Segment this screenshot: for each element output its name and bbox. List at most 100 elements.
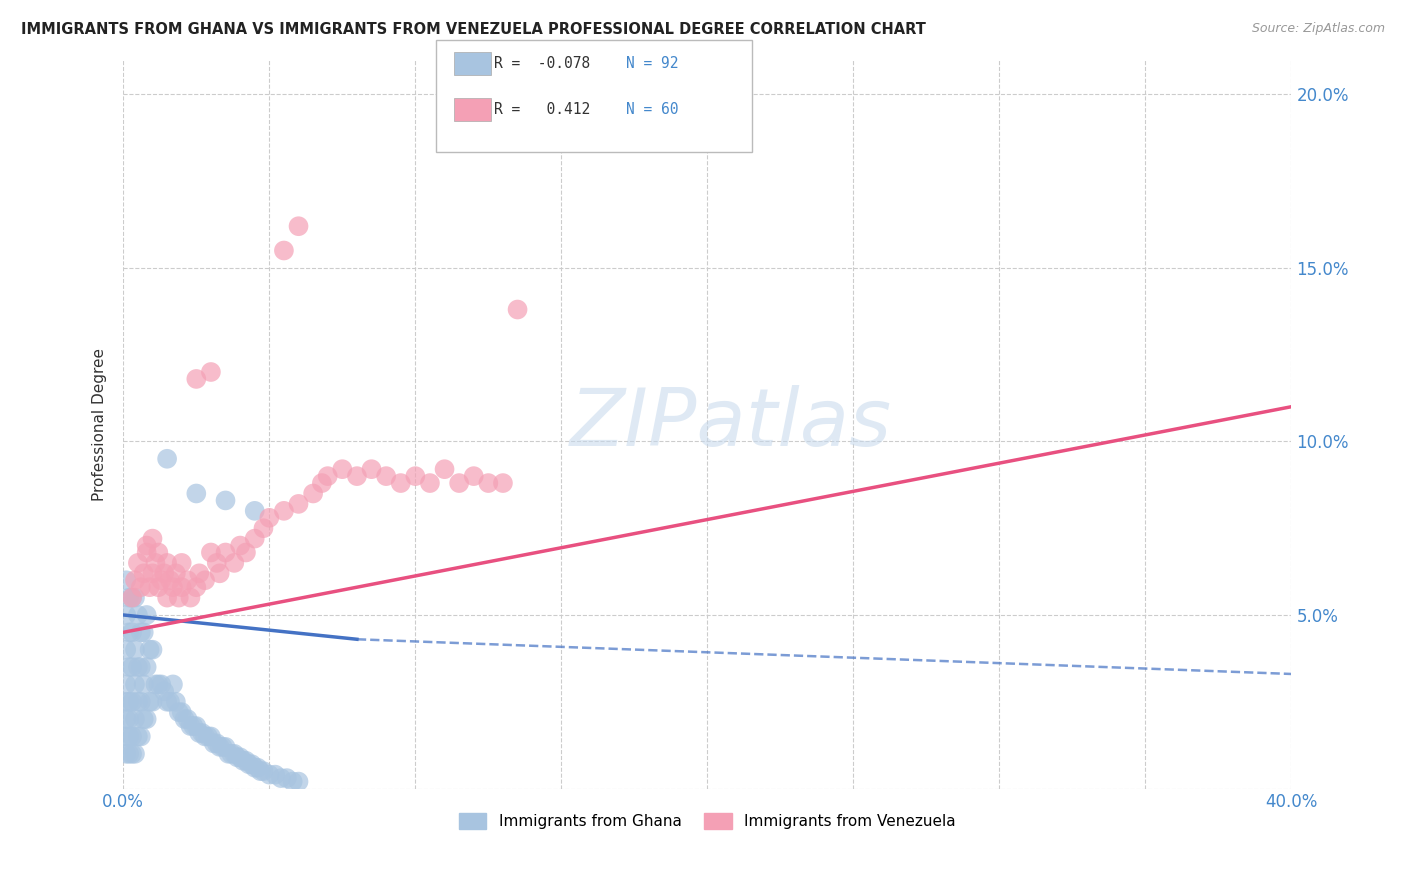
Point <box>141 532 163 546</box>
Point <box>273 504 295 518</box>
Point <box>259 510 281 524</box>
Point <box>235 545 257 559</box>
Point <box>121 625 143 640</box>
Point <box>121 591 143 605</box>
Point <box>200 545 222 559</box>
Point <box>506 302 529 317</box>
Point <box>150 574 173 588</box>
Point <box>150 677 173 691</box>
Point <box>121 730 143 744</box>
Point <box>118 625 141 640</box>
Point <box>229 539 252 553</box>
Point <box>316 469 339 483</box>
Point <box>127 607 149 622</box>
Point <box>287 774 309 789</box>
Point <box>252 521 274 535</box>
Point <box>287 219 309 234</box>
Point <box>186 719 208 733</box>
Point <box>194 730 217 744</box>
Point <box>202 736 225 750</box>
Point <box>124 747 146 761</box>
Point <box>153 566 176 581</box>
Point <box>153 684 176 698</box>
Point <box>287 497 309 511</box>
Point <box>162 677 184 691</box>
Point <box>477 476 499 491</box>
Point <box>433 462 456 476</box>
Point <box>129 625 152 640</box>
Point <box>197 730 219 744</box>
Point <box>132 625 155 640</box>
Text: R =   0.412: R = 0.412 <box>494 103 589 117</box>
Point <box>135 607 157 622</box>
Point <box>246 761 269 775</box>
Point <box>127 556 149 570</box>
Point <box>167 705 190 719</box>
Text: Source: ZipAtlas.com: Source: ZipAtlas.com <box>1251 22 1385 36</box>
Point <box>156 451 179 466</box>
Point <box>118 747 141 761</box>
Point <box>170 705 193 719</box>
Point <box>492 476 515 491</box>
Point <box>118 730 141 744</box>
Legend: Immigrants from Ghana, Immigrants from Venezuela: Immigrants from Ghana, Immigrants from V… <box>453 807 962 836</box>
Point <box>129 660 152 674</box>
Point <box>135 712 157 726</box>
Point <box>118 695 141 709</box>
Point <box>124 677 146 691</box>
Point <box>188 566 211 581</box>
Point <box>138 642 160 657</box>
Point <box>115 695 138 709</box>
Point <box>229 750 252 764</box>
Point <box>238 757 260 772</box>
Point <box>217 747 239 761</box>
Text: ZIPatlas: ZIPatlas <box>569 385 891 463</box>
Point <box>115 730 138 744</box>
Point <box>463 469 485 483</box>
Point <box>132 566 155 581</box>
Point <box>346 469 368 483</box>
Point <box>141 566 163 581</box>
Point <box>375 469 398 483</box>
Point <box>235 754 257 768</box>
Point <box>170 556 193 570</box>
Point <box>148 580 170 594</box>
Point <box>186 486 208 500</box>
Point <box>186 372 208 386</box>
Point <box>148 677 170 691</box>
Point <box>208 566 231 581</box>
Point <box>214 493 236 508</box>
Point <box>252 764 274 779</box>
Point <box>141 695 163 709</box>
Point <box>330 462 353 476</box>
Point <box>115 747 138 761</box>
Point <box>167 591 190 605</box>
Point <box>264 767 287 781</box>
Point <box>232 754 254 768</box>
Point <box>273 244 295 258</box>
Point <box>281 774 304 789</box>
Point <box>124 591 146 605</box>
Point <box>360 462 382 476</box>
Point <box>132 712 155 726</box>
Point <box>311 476 333 491</box>
Y-axis label: Professional Degree: Professional Degree <box>93 348 107 500</box>
Point <box>156 591 179 605</box>
Point <box>115 712 138 726</box>
Point <box>188 726 211 740</box>
Point <box>129 695 152 709</box>
Text: R =  -0.078: R = -0.078 <box>494 56 589 70</box>
Point <box>132 677 155 691</box>
Point <box>121 591 143 605</box>
Point <box>121 695 143 709</box>
Point <box>121 660 143 674</box>
Point <box>389 476 412 491</box>
Point <box>243 761 266 775</box>
Point <box>124 574 146 588</box>
Point <box>214 739 236 754</box>
Point <box>200 730 222 744</box>
Point <box>205 556 228 570</box>
Point <box>179 719 201 733</box>
Point <box>419 476 441 491</box>
Point <box>243 532 266 546</box>
